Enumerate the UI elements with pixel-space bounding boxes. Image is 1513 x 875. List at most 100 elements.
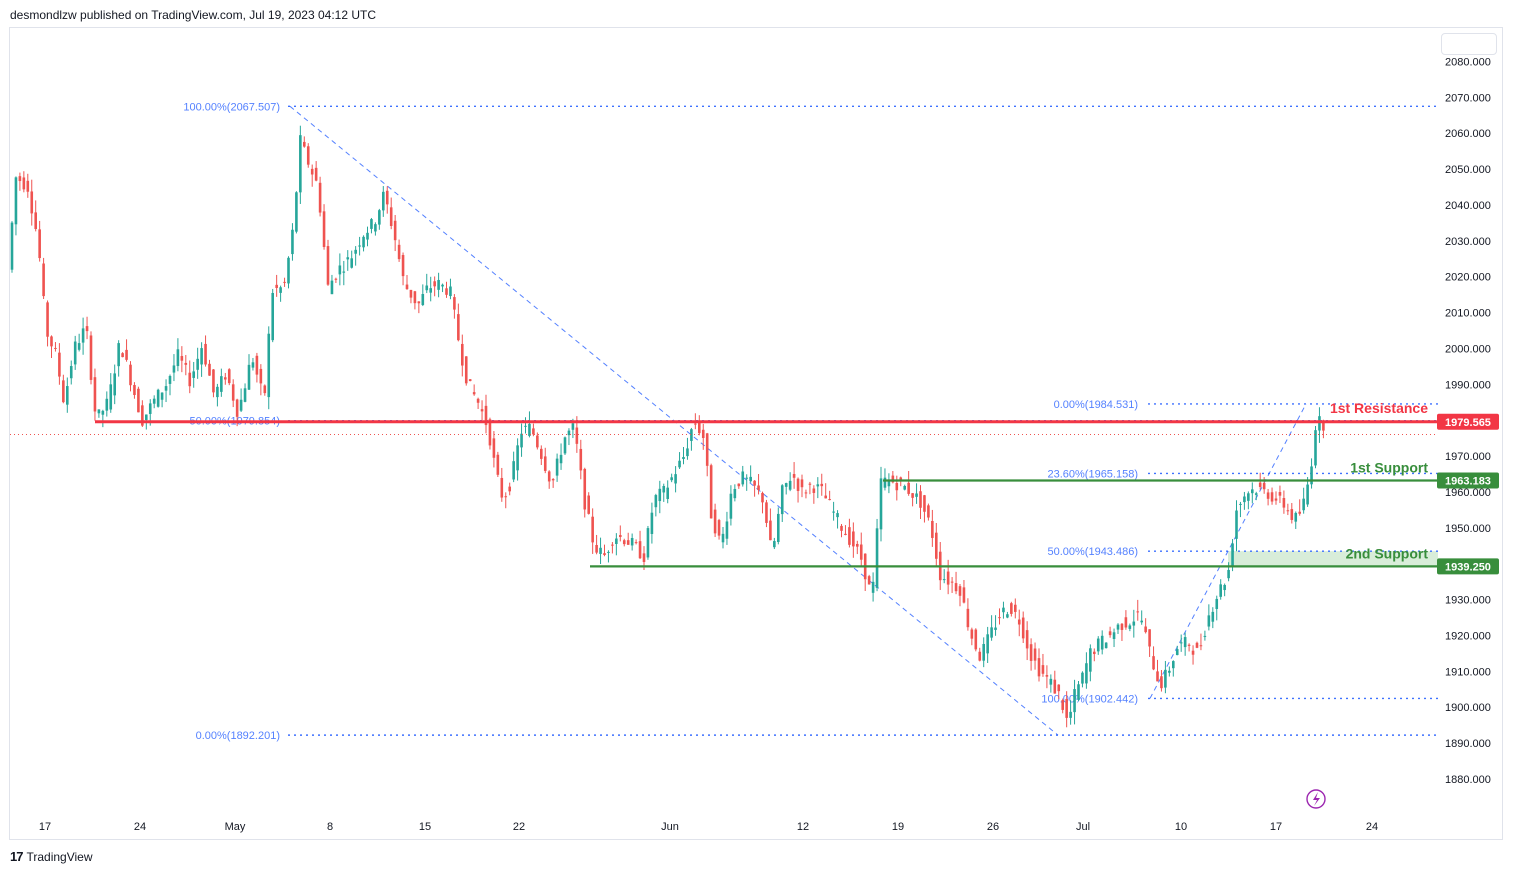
candle-body bbox=[800, 479, 804, 488]
candle-body bbox=[1164, 669, 1167, 688]
candle-body bbox=[1191, 650, 1195, 655]
candle-body bbox=[741, 471, 745, 485]
candle-body bbox=[998, 617, 1001, 619]
y-tick-label: 2000.000 bbox=[1445, 343, 1491, 355]
candle-body bbox=[1322, 421, 1325, 431]
candle-body bbox=[761, 492, 764, 503]
fib-level-label: 100.00%(1902.442) bbox=[1041, 693, 1138, 705]
fib-level-label: 50.00%(1943.486) bbox=[1047, 546, 1138, 558]
candle-body bbox=[133, 385, 136, 396]
candle-body bbox=[42, 263, 45, 297]
tradingview-brand-text: TradingView bbox=[26, 849, 93, 864]
candle-body bbox=[500, 477, 504, 498]
candle-body bbox=[1037, 658, 1041, 677]
candle-body bbox=[622, 540, 626, 545]
candle-body bbox=[891, 475, 895, 483]
candle-body bbox=[34, 212, 37, 230]
fib-level-label: 100.00%(2067.507) bbox=[183, 101, 280, 113]
candle-body bbox=[26, 180, 30, 192]
publisher-header: desmondlzw published on TradingView.com,… bbox=[10, 8, 376, 22]
candle-body bbox=[630, 537, 634, 546]
candle-body bbox=[382, 191, 385, 211]
candle-body bbox=[950, 581, 954, 583]
candle-body bbox=[275, 284, 278, 288]
candle-body bbox=[476, 398, 480, 403]
support-1-label: 1st Support bbox=[1350, 460, 1428, 476]
candle-body bbox=[737, 483, 741, 487]
candle-body bbox=[615, 538, 618, 544]
candle-body bbox=[603, 553, 606, 556]
candle-body bbox=[686, 448, 689, 457]
candle-body bbox=[828, 499, 831, 501]
candle-body bbox=[1021, 617, 1025, 639]
y-tick-label: 2040.000 bbox=[1445, 200, 1491, 212]
candle-body bbox=[1017, 619, 1021, 625]
candle-body bbox=[504, 496, 508, 498]
candle-body bbox=[974, 629, 978, 650]
candle-body bbox=[792, 474, 796, 478]
candle-body bbox=[1053, 679, 1057, 694]
candle-body bbox=[1152, 656, 1155, 670]
candle-body bbox=[1156, 671, 1159, 682]
candle-body bbox=[464, 356, 468, 384]
candle-body bbox=[638, 541, 642, 559]
candle-body bbox=[867, 576, 871, 585]
candle-body bbox=[749, 476, 752, 482]
candle-body bbox=[536, 435, 539, 448]
candle-body bbox=[1172, 661, 1175, 669]
candle-body bbox=[306, 146, 310, 165]
candle-body bbox=[208, 363, 211, 376]
candle-body bbox=[314, 167, 318, 181]
y-tick-label: 2020.000 bbox=[1445, 272, 1491, 284]
candle-body bbox=[543, 456, 547, 471]
candle-body bbox=[216, 386, 219, 398]
candle-body bbox=[725, 521, 729, 539]
candle-body bbox=[1057, 684, 1061, 692]
candle-body bbox=[1314, 430, 1317, 466]
candle-body bbox=[152, 398, 156, 404]
candle-body bbox=[634, 542, 638, 544]
candle-body bbox=[1096, 638, 1100, 652]
candle-body bbox=[1116, 624, 1120, 630]
candle-body bbox=[326, 246, 330, 285]
candle-body bbox=[757, 485, 760, 491]
y-tick-label: 1960.000 bbox=[1445, 487, 1491, 499]
y-tick-label: 1970.000 bbox=[1445, 451, 1491, 463]
candle-body bbox=[1227, 569, 1230, 579]
candle-body bbox=[449, 286, 452, 297]
candle-body bbox=[571, 423, 575, 430]
candle-body bbox=[1266, 492, 1270, 499]
candle-body bbox=[986, 634, 989, 654]
candle-body bbox=[994, 627, 997, 630]
chart-settings-button[interactable] bbox=[1441, 33, 1497, 55]
candle-body bbox=[330, 280, 334, 295]
candle-body bbox=[690, 429, 693, 441]
candle-body bbox=[678, 460, 681, 468]
candle-body bbox=[145, 414, 148, 421]
y-tick-label: 2060.000 bbox=[1445, 128, 1491, 140]
x-tick-label: 24 bbox=[134, 821, 146, 833]
candle-body bbox=[378, 210, 381, 225]
candle-body bbox=[1211, 611, 1215, 622]
candle-body bbox=[1251, 489, 1254, 494]
candle-body bbox=[445, 288, 448, 295]
candle-body bbox=[385, 190, 389, 205]
candle-body bbox=[682, 456, 685, 460]
candle-body bbox=[1219, 584, 1222, 597]
candle-body bbox=[318, 182, 322, 213]
candle-body bbox=[547, 471, 551, 482]
candle-body bbox=[93, 377, 97, 412]
events-lightning-icon bbox=[1306, 789, 1326, 809]
candle-body bbox=[871, 581, 875, 593]
candle-body bbox=[931, 520, 934, 538]
x-tick-label: 26 bbox=[987, 821, 999, 833]
candle-body bbox=[251, 362, 255, 368]
candle-body bbox=[1168, 670, 1171, 673]
fib-level-label: 23.60%(1965.158) bbox=[1047, 468, 1138, 480]
footer-brand[interactable]: 17 TradingView bbox=[10, 849, 93, 864]
candle-body bbox=[658, 488, 662, 502]
candle-body bbox=[966, 608, 970, 628]
y-tick-label: 2070.000 bbox=[1445, 92, 1491, 104]
candle-body bbox=[358, 245, 361, 247]
